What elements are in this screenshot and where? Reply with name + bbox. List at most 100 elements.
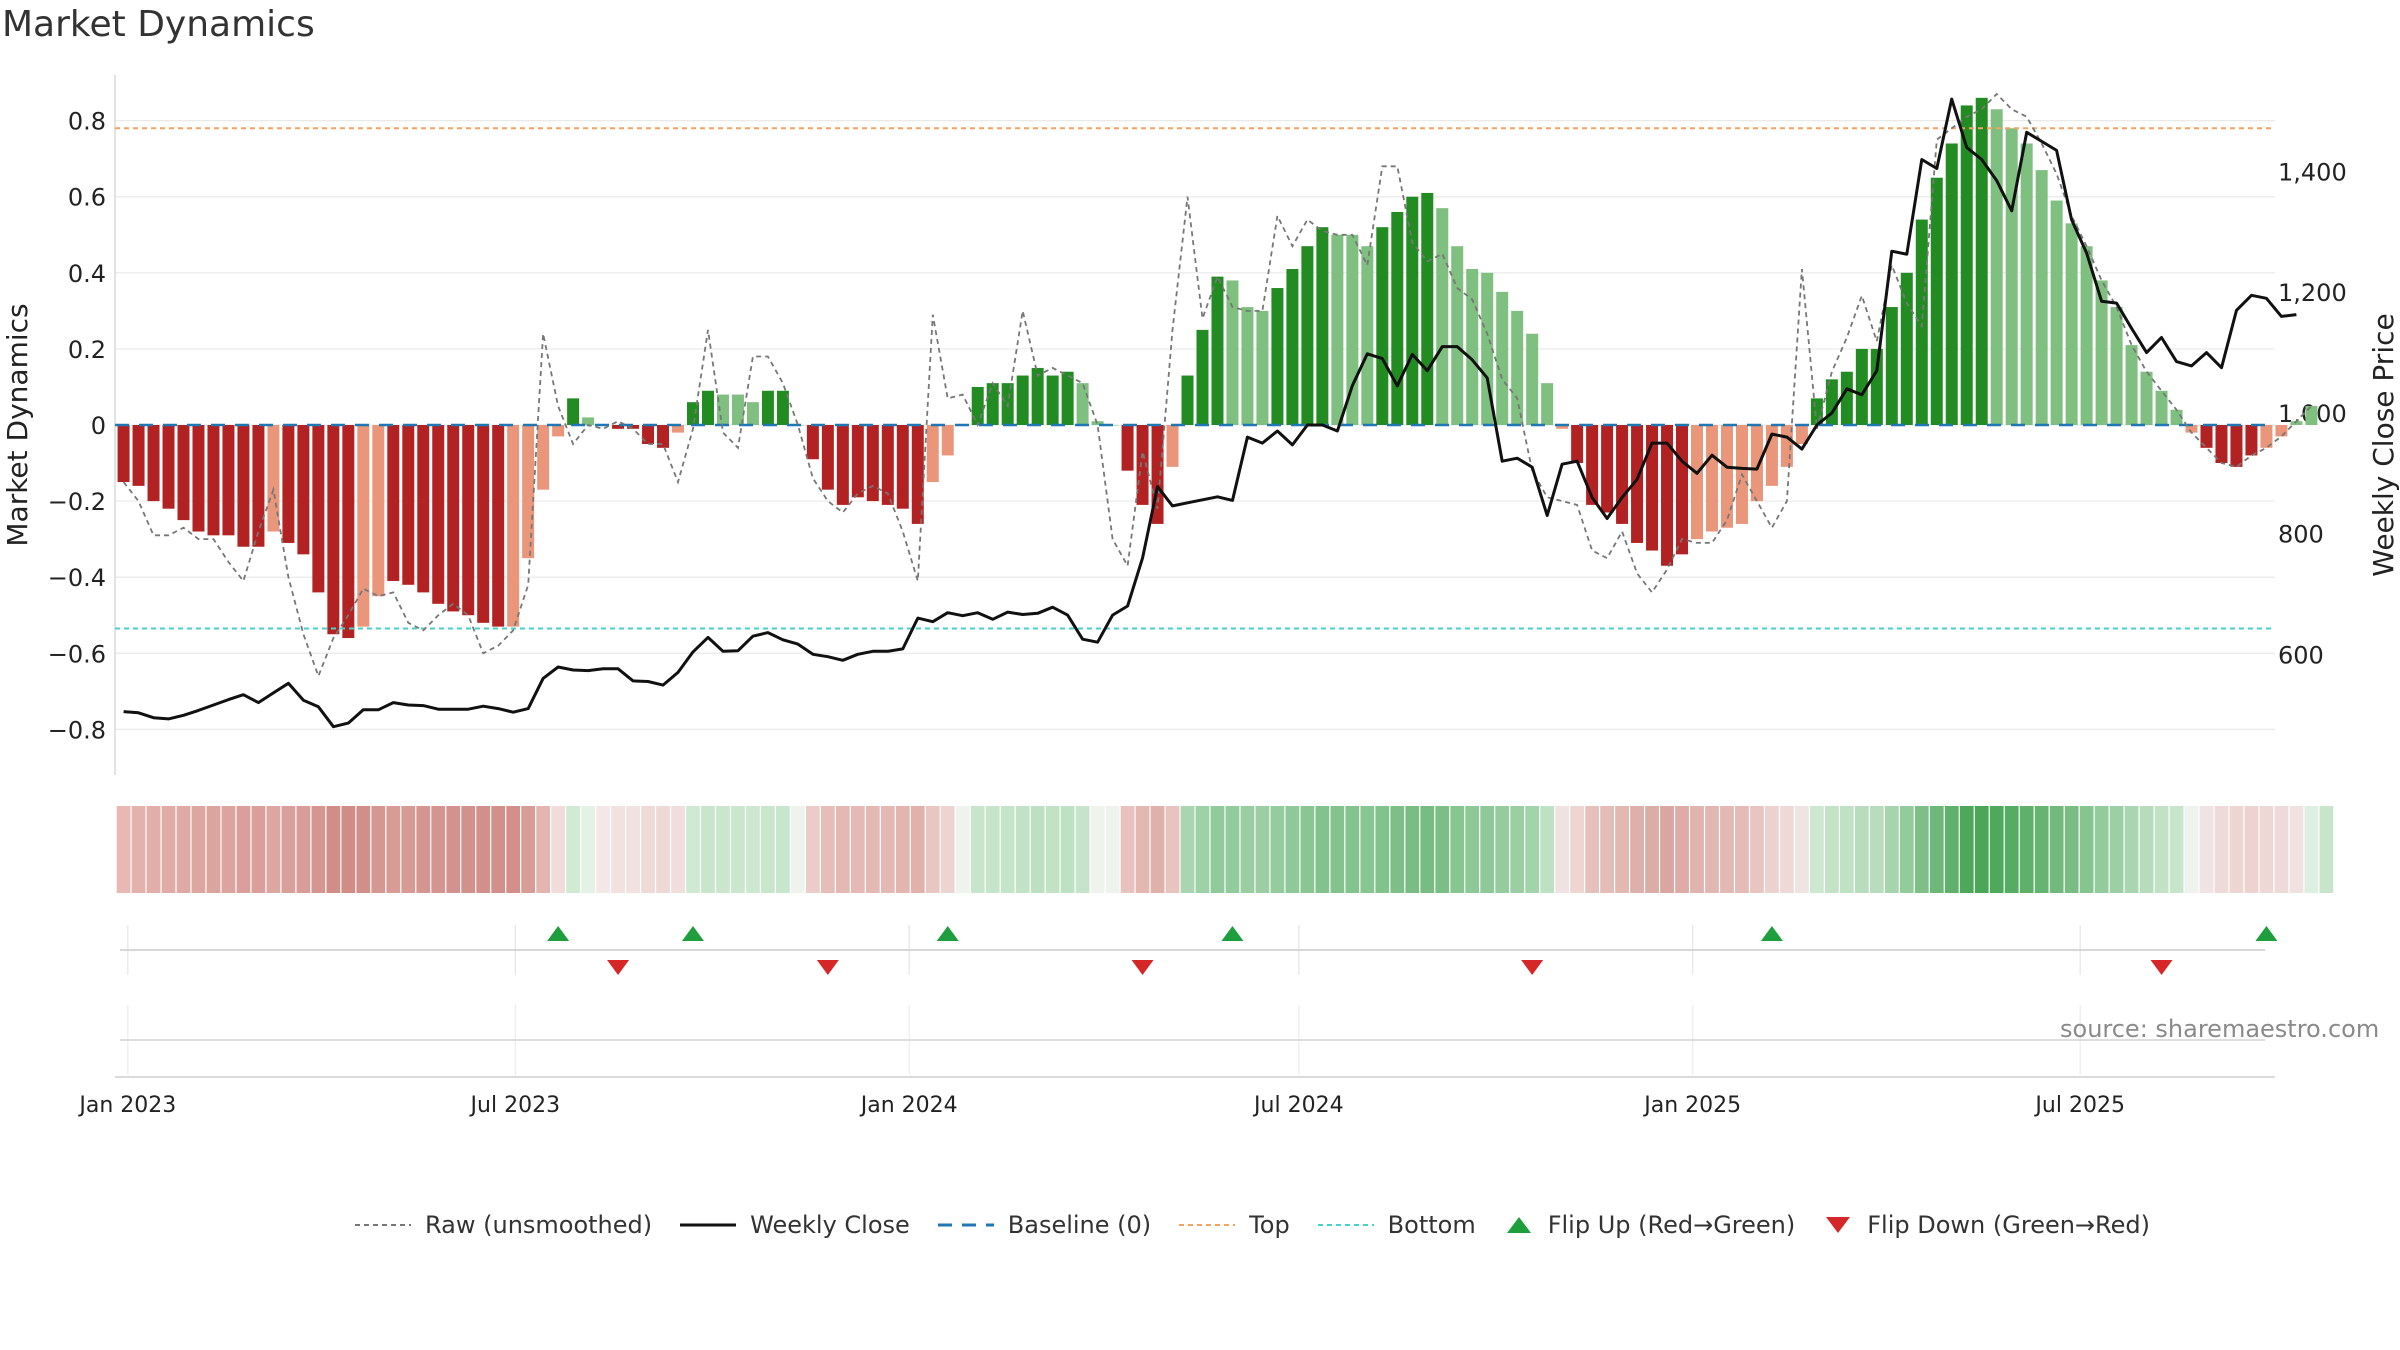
bar [1151, 425, 1164, 524]
bar [1526, 333, 1539, 425]
bar [1091, 421, 1104, 425]
state-band-cell [2244, 806, 2259, 893]
state-band-cell [1270, 806, 1285, 893]
bar [1915, 219, 1928, 425]
state-band-cell [1899, 806, 1914, 893]
state-band-cell [1824, 806, 1839, 893]
bar [701, 390, 714, 425]
triangle-down-icon [1826, 1217, 1851, 1233]
state-band-cell [940, 806, 955, 893]
legend-baseline: Baseline (0) [937, 1211, 1151, 1239]
state-band-cell [1765, 806, 1779, 893]
state-band-cell [686, 806, 700, 893]
bar [1046, 375, 1059, 425]
chart-title: Market Dynamics [2, 4, 315, 45]
flip-down-marker [607, 960, 630, 975]
state-band-cell [1989, 806, 2004, 893]
state-band-cell [1030, 806, 1045, 893]
bar [417, 425, 430, 593]
bar [1136, 425, 1149, 505]
bar [776, 390, 789, 425]
state-band-cell [1390, 806, 1405, 893]
state-band-cell [311, 806, 326, 893]
bar [1391, 211, 1404, 425]
bar [1616, 425, 1629, 524]
weekly-close-line [123, 97, 2297, 729]
bar [2290, 421, 2303, 425]
legend-flip-down: Flip Down (Green→Red) [1823, 1211, 2150, 1239]
state-band-cell [416, 806, 431, 893]
state-band-cell [1809, 806, 1824, 893]
state-band-cell [326, 806, 341, 893]
state-band-cell [1570, 806, 1585, 893]
bar [387, 425, 400, 581]
bar [477, 425, 490, 623]
bar [731, 394, 744, 425]
bar [507, 425, 520, 627]
state-band-cell [1615, 806, 1629, 893]
state-band-cell [1060, 806, 1075, 893]
flip-down-marker [816, 960, 839, 975]
bar [1361, 246, 1374, 425]
bar [761, 390, 774, 425]
bar [1376, 227, 1389, 425]
bar [672, 425, 685, 433]
bar [357, 425, 370, 627]
bar [1855, 348, 1868, 425]
state-band-cell [431, 806, 446, 893]
state-band-cell [716, 806, 730, 893]
bar [1691, 425, 1703, 540]
bar [1975, 97, 1988, 426]
state-band-cell [1285, 806, 1300, 893]
state-band-cell [446, 806, 461, 893]
bar [2065, 223, 2078, 425]
bar [627, 425, 640, 429]
state-band-cell [116, 806, 131, 893]
y-tick-label-right: 1,200 [2278, 279, 2347, 307]
state-band-cell [1015, 806, 1030, 893]
state-band-cell [776, 806, 790, 893]
bar [866, 425, 879, 502]
bar [2215, 425, 2228, 464]
bar [312, 425, 325, 593]
bar [881, 425, 894, 505]
state-band-cell [1660, 806, 1674, 893]
bar [2200, 425, 2213, 448]
bar [1750, 425, 1763, 502]
bar [1331, 234, 1344, 425]
bar [1466, 269, 1479, 425]
state-band-cell [2274, 806, 2289, 893]
bar [612, 425, 625, 429]
state-band-cell [820, 806, 835, 893]
bar [1076, 383, 1089, 425]
state-band-cell [1120, 806, 1135, 893]
state-band-cell [1330, 806, 1345, 893]
bar [1720, 425, 1733, 528]
flip-up-marker [1221, 926, 1244, 941]
bar [1571, 425, 1584, 464]
flip-up-marker [2255, 926, 2278, 941]
state-band-cell [2289, 806, 2304, 893]
bar [1990, 109, 2003, 425]
bar [1511, 310, 1524, 425]
state-band-cell [1944, 806, 1959, 893]
state-band-cell [701, 806, 715, 893]
state-band-cell [835, 806, 850, 893]
bar [1346, 234, 1359, 425]
bar [1556, 425, 1569, 429]
flip-up-marker [936, 926, 959, 941]
state-band-cell [2004, 806, 2019, 893]
x-tick-label: Jan 2023 [77, 1093, 176, 1118]
state-band-cell [1839, 806, 1854, 893]
state-band-cell [1914, 806, 1929, 893]
legend-close: Weekly Close [680, 1211, 910, 1239]
state-band-cell [401, 806, 416, 893]
state-band-cell [1345, 806, 1360, 893]
legend-top: Top [1179, 1211, 1290, 1239]
state-band-cell [1854, 806, 1869, 893]
state-band-cell [1705, 806, 1719, 893]
bar [926, 425, 939, 483]
state-band-cell [850, 806, 865, 893]
bar [1451, 246, 1464, 425]
state-band-cell [1750, 806, 1764, 893]
